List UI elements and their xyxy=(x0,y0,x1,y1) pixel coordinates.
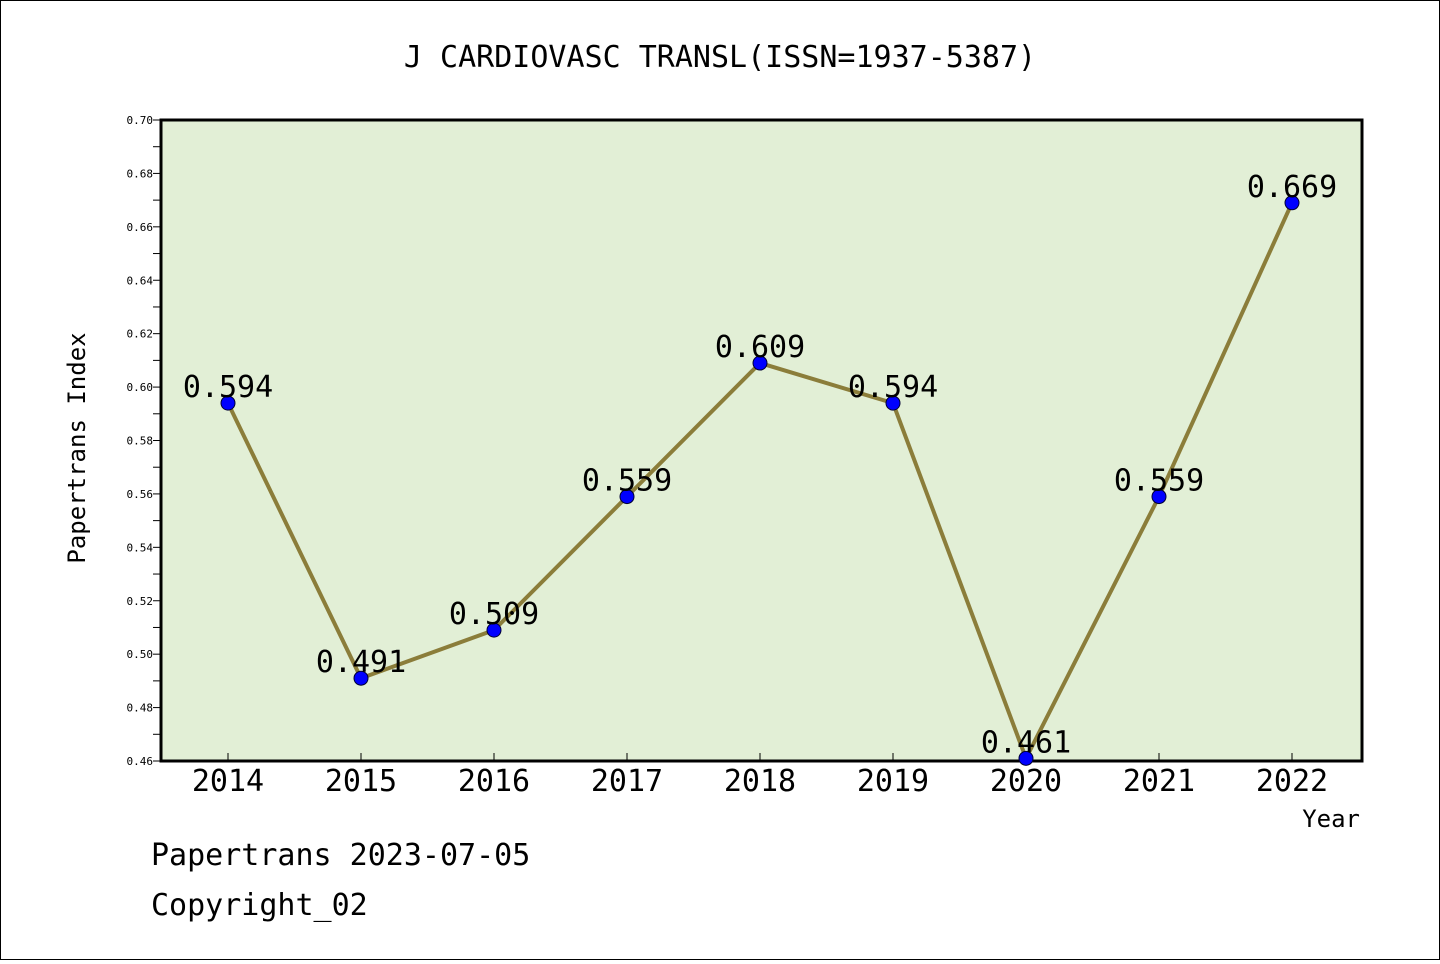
x-axis-label: Year xyxy=(1302,805,1360,833)
x-tick-label: 2022 xyxy=(1256,764,1328,799)
data-label: 0.509 xyxy=(449,597,539,632)
x-tick-label: 2015 xyxy=(325,764,397,799)
data-point xyxy=(752,355,768,371)
plot-area xyxy=(159,118,1364,763)
x-tick-label: 2014 xyxy=(192,764,264,799)
data-point xyxy=(220,395,236,411)
data-label: 0.594 xyxy=(848,370,938,405)
y-tick-label: 0.52 xyxy=(127,595,154,608)
y-tick-label: 0.56 xyxy=(127,488,154,501)
y-tick-label: 0.64 xyxy=(127,274,154,287)
data-point xyxy=(486,622,502,638)
data-label: 0.559 xyxy=(582,464,672,499)
x-axis: 2014 2015 2016 2017 2018 2019 2020 2021 2022 xyxy=(192,753,1328,799)
footer-date: Papertrans 2023-07-05 xyxy=(151,838,530,873)
x-tick-label: 2018 xyxy=(724,764,796,799)
y-tick-label: 0.46 xyxy=(127,755,154,768)
data-point xyxy=(1284,195,1300,211)
x-tick-label: 2019 xyxy=(857,764,929,799)
x-tick-label: 2020 xyxy=(990,764,1062,799)
y-tick-label: 0.60 xyxy=(127,381,154,394)
x-tick-label: 2017 xyxy=(591,764,663,799)
y-tick-label: 0.66 xyxy=(127,221,154,234)
data-label: 0.609 xyxy=(715,330,805,365)
y-tick-label: 0.48 xyxy=(127,702,154,715)
series-line-group: 0.594 0.491 0.509 0.559 0.609 0.594 0.461 0.559… xyxy=(183,170,1337,766)
footer-copyright: Copyright_02 xyxy=(151,888,368,923)
y-tick-label: 0.58 xyxy=(127,435,154,448)
x-tick-label: 2021 xyxy=(1123,764,1195,799)
y-tick-label: 0.68 xyxy=(127,167,154,180)
data-label: 0.669 xyxy=(1247,170,1337,205)
y-tick-label: 0.54 xyxy=(127,541,154,554)
data-point xyxy=(885,395,901,411)
data-label: 0.559 xyxy=(1114,464,1204,499)
data-label: 0.594 xyxy=(183,370,273,405)
data-label: 0.491 xyxy=(316,645,406,680)
y-tick-label: 0.50 xyxy=(127,648,154,661)
data-point xyxy=(619,489,635,505)
data-point xyxy=(1151,489,1167,505)
y-axis: 0.46 0.48 0.50 0.52 0.54 0.56 0.58 0.60 0.62 0.64… xyxy=(127,114,161,768)
x-tick-label: 2016 xyxy=(458,764,530,799)
data-label: 0.461 xyxy=(981,725,1071,760)
chart-title: J CARDIOVASC TRANSL(ISSN=1937-5387) xyxy=(404,40,1036,75)
data-point xyxy=(1018,750,1034,766)
y-tick-label: 0.62 xyxy=(127,328,154,341)
y-tick-label: 0.70 xyxy=(127,114,154,127)
y-axis-label: Papertrans Index xyxy=(63,332,91,563)
data-point xyxy=(353,670,369,686)
